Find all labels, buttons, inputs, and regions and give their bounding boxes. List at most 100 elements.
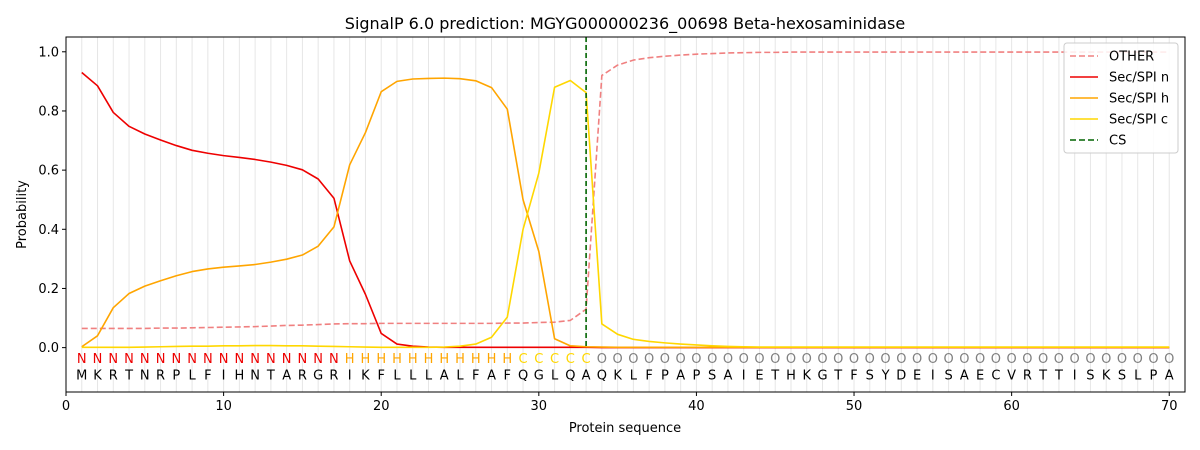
series-lines — [81, 51, 1170, 349]
x-tick-label: 60 — [1003, 399, 1020, 414]
residue-label: F — [377, 369, 384, 384]
region-label: O — [644, 352, 654, 367]
residue-label: S — [1086, 369, 1094, 384]
residue-label: N — [250, 369, 260, 384]
region-label: O — [676, 352, 686, 367]
region-label: O — [628, 352, 638, 367]
residue-label: A — [582, 369, 591, 384]
residue-label: K — [1102, 369, 1111, 384]
residue-label: R — [156, 369, 165, 384]
region-label: N — [203, 352, 213, 367]
region-label: C — [550, 352, 559, 367]
residue-label: L — [425, 369, 433, 384]
residue-label: I — [1073, 369, 1077, 384]
residue-label: T — [124, 369, 133, 384]
region-label: H — [376, 352, 386, 367]
region-label: O — [613, 352, 623, 367]
region-label: O — [1133, 352, 1143, 367]
region-label: O — [912, 352, 922, 367]
region-label: O — [928, 352, 938, 367]
region-label: N — [234, 352, 244, 367]
x-tick-label: 10 — [215, 399, 232, 414]
residue-label: E — [755, 369, 763, 384]
region-label: N — [313, 352, 323, 367]
region-label: O — [770, 352, 780, 367]
residue-label: R — [329, 369, 338, 384]
residue-label: I — [222, 369, 226, 384]
region-label: O — [786, 352, 796, 367]
residue-label: A — [487, 369, 496, 384]
x-tick-label: 30 — [531, 399, 548, 414]
residue-label: F — [204, 369, 211, 384]
residue-label: L — [393, 369, 401, 384]
region-label: N — [108, 352, 118, 367]
region-label: C — [582, 352, 591, 367]
x-tick-label: 20 — [373, 399, 390, 414]
residue-label: S — [708, 369, 716, 384]
residue-label: H — [786, 369, 796, 384]
region-label: O — [865, 352, 875, 367]
residue-label: L — [409, 369, 417, 384]
region-label: H — [487, 352, 497, 367]
residue-label: Q — [597, 369, 607, 384]
residue-label: G — [313, 369, 323, 384]
region-label: C — [519, 352, 528, 367]
region-label: H — [345, 352, 355, 367]
residue-label: D — [896, 369, 906, 384]
region-label: N — [329, 352, 339, 367]
residue-label: C — [991, 369, 1000, 384]
legend-box — [1063, 42, 1179, 154]
region-label: O — [943, 352, 953, 367]
residue-label: I — [742, 369, 746, 384]
x-tick-label: 50 — [846, 399, 863, 414]
residue-label: F — [645, 369, 652, 384]
residue-label: A — [960, 369, 969, 384]
region-label: O — [959, 352, 969, 367]
x-axis-title: Protein sequence — [569, 421, 681, 436]
region-label: O — [1101, 352, 1111, 367]
y-tick-label: 1.0 — [38, 45, 59, 60]
residue-label: T — [1054, 369, 1063, 384]
region-label: H — [424, 352, 434, 367]
residue-label: H — [234, 369, 244, 384]
residue-label: T — [770, 369, 779, 384]
region-label: H — [471, 352, 481, 367]
region-label: H — [439, 352, 449, 367]
region-label: O — [991, 352, 1001, 367]
legend-label: Sec/SPI h — [1109, 92, 1169, 107]
region-label: O — [849, 352, 859, 367]
residue-label: E — [976, 369, 984, 384]
region-label: O — [691, 352, 701, 367]
series-line-other — [81, 51, 1170, 330]
region-label: H — [361, 352, 371, 367]
region-label: O — [1038, 352, 1048, 367]
residue-label: K — [802, 369, 811, 384]
region-label: H — [455, 352, 465, 367]
residue-label: P — [1150, 369, 1158, 384]
region-label: O — [1007, 352, 1017, 367]
residue-label: K — [361, 369, 370, 384]
residue-label: T — [1038, 369, 1047, 384]
residue-label: L — [630, 369, 638, 384]
x-axis-ticks: 0 10 20 30 40 50 60 70 — [62, 392, 1178, 414]
region-label: O — [896, 352, 906, 367]
x-tick-label: 70 — [1161, 399, 1178, 414]
residue-label: L — [188, 369, 196, 384]
region-label: N — [124, 352, 134, 367]
region-label: O — [660, 352, 670, 367]
residue-label: I — [931, 369, 935, 384]
residue-label: E — [913, 369, 921, 384]
y-tick-label: 0.4 — [38, 223, 59, 238]
region-label: H — [392, 352, 402, 367]
y-axis-ticks: 0.0 0.2 0.4 0.6 0.8 1.0 — [38, 45, 66, 356]
region-label: O — [1164, 352, 1174, 367]
region-label: O — [723, 352, 733, 367]
region-label: O — [739, 352, 749, 367]
residue-label: A — [723, 369, 732, 384]
legend-label: Sec/SPI n — [1109, 71, 1169, 86]
residue-label: Y — [881, 369, 890, 384]
region-label: O — [754, 352, 764, 367]
region-label: C — [534, 352, 543, 367]
